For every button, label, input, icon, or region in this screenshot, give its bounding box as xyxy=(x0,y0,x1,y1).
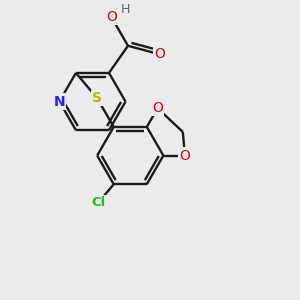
Text: H: H xyxy=(120,3,130,16)
Text: Cl: Cl xyxy=(91,196,105,209)
Text: O: O xyxy=(152,101,163,115)
Text: O: O xyxy=(179,148,191,163)
Text: S: S xyxy=(92,91,102,105)
Text: O: O xyxy=(106,10,117,24)
Text: N: N xyxy=(53,94,65,109)
Text: O: O xyxy=(154,47,165,61)
